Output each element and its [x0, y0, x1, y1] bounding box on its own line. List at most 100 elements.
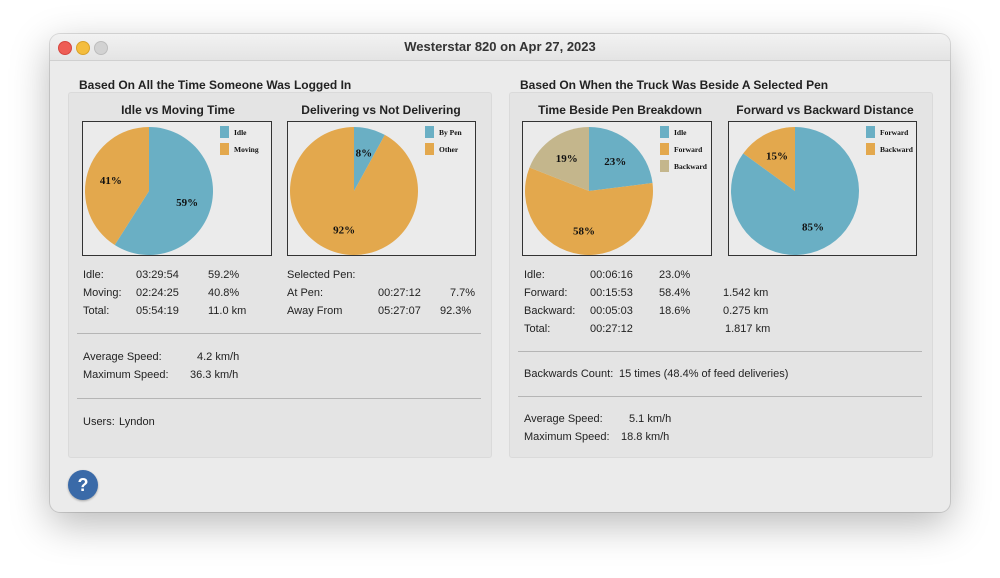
close-window-button[interactable]	[58, 41, 72, 55]
idle-label: Idle:	[83, 269, 104, 281]
zoom-window-button[interactable]	[94, 41, 108, 55]
divider	[518, 396, 922, 397]
chart-title-forward-backward: Forward vs Backward Distance	[736, 103, 914, 117]
forward-backward-pie-chart: 85% 15% Forward Backward	[728, 121, 917, 256]
pie-svg: 85% 15% Forward Backward	[731, 126, 914, 255]
legend-swatch	[220, 126, 229, 138]
pie-slice-idle	[589, 127, 653, 191]
idle-time: 03:29:54	[136, 269, 179, 281]
pie-slice-label: 15%	[766, 151, 788, 163]
pie-slice-label: 8%	[356, 148, 373, 160]
pie-svg: 59% 41% Idle Moving	[85, 126, 259, 255]
app-window: Westerstar 820 on Apr 27, 2023 Based On …	[50, 34, 950, 512]
pie-slice-label: 92%	[333, 224, 355, 236]
left-panel: Idle vs Moving Time Delivering vs Not De…	[68, 92, 492, 458]
pie-slice-backward	[529, 127, 589, 191]
moving-label: Moving:	[83, 287, 122, 299]
at-pen-pct: 7.7%	[450, 287, 476, 299]
pen-idle-time: 00:06:16	[590, 269, 633, 281]
forward-dist: 1.542 km	[723, 287, 769, 299]
title-bar: Westerstar 820 on Apr 27, 2023	[50, 34, 950, 61]
pen-total-dist: 1.817 km	[725, 323, 771, 335]
pen-avg-speed-value: 5.1 km/h	[629, 413, 672, 425]
right-section-title: Based On When the Truck Was Beside A Sel…	[520, 78, 829, 92]
max-speed-label: Maximum Speed:	[83, 369, 169, 381]
divider	[77, 333, 481, 334]
legend-label: Backward	[674, 162, 708, 171]
backward-time: 00:05:03	[590, 305, 633, 317]
pie-slice-backward	[743, 127, 795, 191]
left-section-title: Based On All the Time Someone Was Logged…	[79, 78, 352, 92]
avg-speed-label: Average Speed:	[83, 351, 162, 363]
pie-slice-idle	[114, 127, 213, 255]
chart-title-idle-moving: Idle vs Moving Time	[121, 103, 235, 117]
chart-title-delivering: Delivering vs Not Delivering	[301, 103, 461, 117]
backwards-count-label: Backwards Count:	[524, 368, 614, 380]
pie-slice-forward	[525, 167, 653, 255]
pie-svg: 8% 92% By Pen Other	[290, 126, 463, 255]
at-pen-label: At Pen:	[287, 287, 324, 299]
right-panel: Time Beside Pen Breakdown Forward vs Bac…	[509, 92, 933, 458]
divider	[77, 398, 481, 399]
backward-pct: 18.6%	[659, 305, 691, 317]
window-title: Westerstar 820 on Apr 27, 2023	[404, 39, 596, 54]
backward-label: Backward:	[524, 305, 576, 317]
backwards-count-value: 15 times (48.4% of feed deliveries)	[619, 368, 789, 380]
legend-label: Idle	[234, 128, 247, 137]
pen-total-label: Total:	[524, 323, 551, 335]
moving-time: 02:24:25	[136, 287, 179, 299]
users-label: Users:	[83, 416, 115, 428]
pie-slice-moving	[85, 127, 149, 246]
idle-moving-pie-chart: 59% 41% Idle Moving	[82, 121, 272, 256]
at-pen-time: 00:27:12	[378, 287, 421, 299]
total-label: Total:	[83, 305, 110, 317]
forward-time: 00:15:53	[590, 287, 633, 299]
delivering-pie-chart: 8% 92% By Pen Other	[287, 121, 476, 256]
pen-idle-pct: 23.0%	[659, 269, 691, 281]
pie-slice-label: 19%	[556, 153, 578, 165]
avg-speed-value: 4.2 km/h	[197, 351, 240, 363]
legend-label: Forward	[880, 128, 909, 137]
pie-slice-label: 59%	[176, 197, 198, 209]
pen-idle-label: Idle:	[524, 269, 545, 281]
pen-max-speed-label: Maximum Speed:	[524, 431, 610, 443]
away-time: 05:27:07	[378, 305, 421, 317]
legend-swatch	[220, 143, 229, 155]
pie-slice-label: 41%	[100, 175, 122, 187]
legend-swatch	[866, 126, 875, 138]
forward-label: Forward:	[524, 287, 568, 299]
idle-pct: 59.2%	[208, 269, 240, 281]
pen-avg-speed-label: Average Speed:	[524, 413, 603, 425]
legend-swatch	[425, 143, 434, 155]
legend-label: Moving	[234, 145, 259, 154]
chart-title-time-beside-pen: Time Beside Pen Breakdown	[538, 103, 702, 117]
pie-slice-label: 23%	[604, 156, 626, 168]
legend-label: Other	[439, 145, 459, 154]
divider	[518, 351, 922, 352]
legend-swatch	[866, 143, 875, 155]
pie-slice-by-pen	[354, 127, 385, 191]
moving-pct: 40.8%	[208, 287, 240, 299]
time-beside-pen-pie-chart: 23% 58% 19% Idle Forward Backward	[522, 121, 712, 256]
legend-label: By Pen	[439, 128, 463, 137]
total-time: 05:54:19	[136, 305, 179, 317]
legend-swatch	[425, 126, 434, 138]
legend-label: Backward	[880, 145, 914, 154]
forward-pct: 58.4%	[659, 287, 691, 299]
users-value: Lyndon	[119, 416, 155, 428]
away-pct: 92.3%	[440, 305, 472, 317]
backward-dist: 0.275 km	[723, 305, 769, 317]
legend-label: Idle	[674, 128, 687, 137]
legend-label: Forward	[674, 145, 703, 154]
legend-swatch	[660, 126, 669, 138]
pen-max-speed-value: 18.8 km/h	[621, 431, 670, 443]
total-dist: 11.0 km	[208, 305, 247, 317]
selected-pen-label: Selected Pen:	[287, 269, 356, 281]
pie-slice-label: 85%	[802, 221, 824, 233]
max-speed-value: 36.3 km/h	[190, 369, 239, 381]
away-label: Away From	[287, 305, 343, 317]
pie-slice-other	[290, 127, 418, 255]
legend-swatch	[660, 143, 669, 155]
help-button[interactable]: ?	[68, 470, 98, 500]
minimize-window-button[interactable]	[76, 41, 90, 55]
